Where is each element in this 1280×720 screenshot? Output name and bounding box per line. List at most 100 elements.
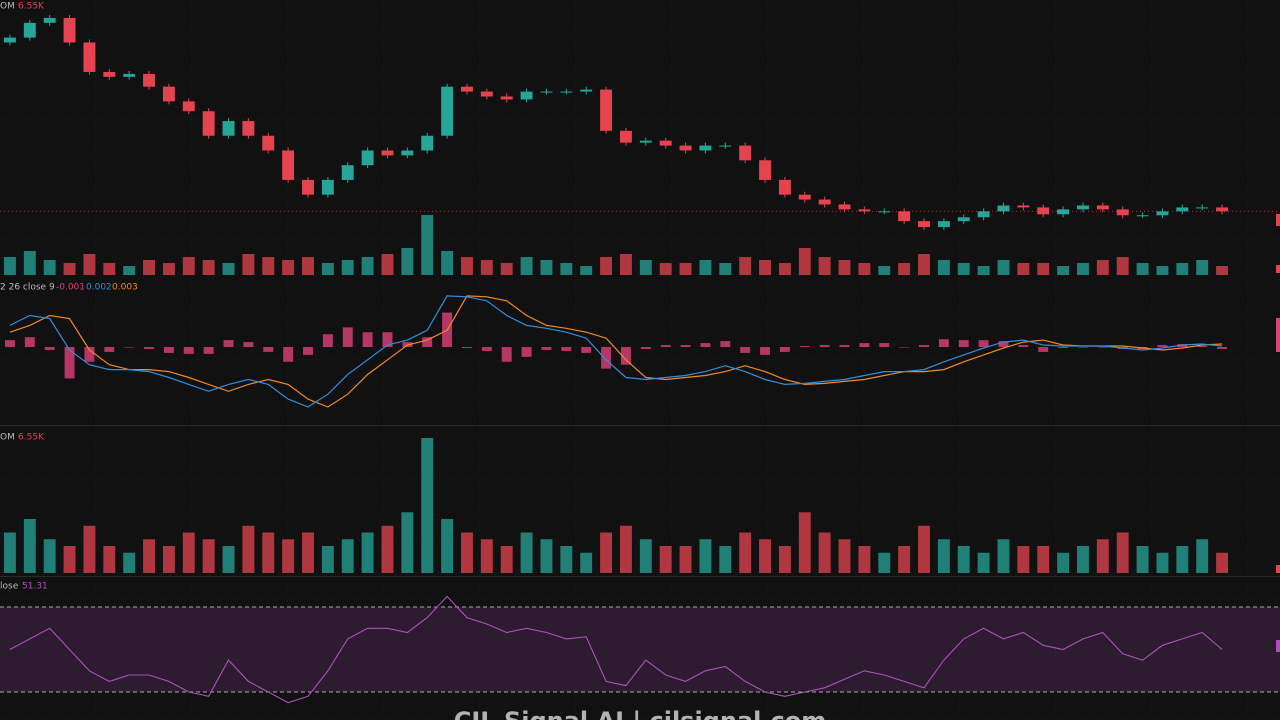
macd-line bbox=[9, 295, 1223, 408]
volume-bar bbox=[341, 539, 354, 573]
histogram-bar bbox=[899, 347, 910, 348]
volume-bar bbox=[619, 254, 632, 275]
histogram-bar bbox=[203, 347, 214, 354]
candle-body bbox=[302, 179, 314, 195]
histogram-bar bbox=[958, 340, 969, 347]
histogram-bar bbox=[1038, 347, 1049, 352]
candle-body bbox=[838, 204, 851, 210]
volume-bar bbox=[937, 260, 950, 275]
histogram-bar bbox=[978, 340, 989, 347]
candle-body bbox=[878, 211, 891, 213]
candle-body bbox=[699, 145, 712, 151]
candle-body bbox=[1156, 211, 1169, 216]
volume-label: OM bbox=[0, 433, 15, 443]
volume-bar bbox=[1017, 263, 1030, 275]
histogram-bar bbox=[660, 345, 671, 347]
volume-bar bbox=[1156, 552, 1169, 573]
volume-bar bbox=[719, 263, 732, 275]
volume-bar bbox=[480, 260, 493, 275]
candle-body bbox=[3, 37, 16, 43]
volume-bar bbox=[43, 260, 56, 275]
volume-bar bbox=[778, 546, 791, 573]
volume-bar bbox=[540, 539, 553, 573]
volume-bar bbox=[242, 254, 255, 275]
volume-bar bbox=[63, 546, 76, 573]
volume-bar bbox=[957, 263, 970, 275]
histogram-bar bbox=[1078, 347, 1088, 348]
volume-marker bbox=[1276, 265, 1280, 273]
volume-bar bbox=[321, 546, 334, 573]
candle-body bbox=[23, 22, 36, 38]
candle-body bbox=[103, 71, 116, 77]
histogram-bar bbox=[680, 345, 691, 347]
volume-bar bbox=[421, 215, 434, 275]
candle-body bbox=[937, 221, 950, 228]
histogram-bar bbox=[243, 342, 254, 347]
macd-readout: 0.002 bbox=[86, 283, 112, 293]
candle-body bbox=[282, 150, 295, 180]
candle-body bbox=[1096, 205, 1109, 210]
candle-body bbox=[361, 150, 374, 166]
volume-bar bbox=[103, 263, 116, 275]
volume-bar bbox=[461, 257, 473, 275]
volume-bar bbox=[162, 263, 175, 275]
volume-bar bbox=[1176, 546, 1189, 573]
volume-bar bbox=[878, 552, 891, 573]
candle-body bbox=[63, 17, 76, 43]
volume-bar bbox=[898, 546, 911, 573]
rsi-line bbox=[9, 595, 1223, 704]
volume-bar bbox=[461, 532, 473, 573]
histogram-bar bbox=[819, 345, 830, 347]
volume-bar bbox=[1037, 263, 1050, 275]
volume-bar bbox=[43, 539, 56, 573]
histogram-bar bbox=[422, 337, 433, 347]
candle-body bbox=[143, 73, 155, 87]
histogram-bar bbox=[620, 347, 631, 365]
candle-body bbox=[520, 91, 533, 100]
volume-bar bbox=[957, 546, 970, 573]
candle-body bbox=[1196, 207, 1209, 209]
volume-bar bbox=[580, 552, 593, 573]
histogram-bar bbox=[4, 340, 15, 347]
volume-bar bbox=[83, 254, 96, 275]
volume-bar bbox=[838, 260, 851, 275]
histogram-bar bbox=[362, 332, 373, 347]
volume-bar bbox=[858, 263, 871, 275]
volume-bar bbox=[3, 257, 16, 275]
volume-bar bbox=[937, 539, 950, 573]
rsi-label: lose bbox=[0, 582, 19, 592]
volume-bar bbox=[23, 519, 36, 573]
candle-body bbox=[182, 101, 195, 112]
volume-bar bbox=[580, 266, 593, 275]
candle-body bbox=[898, 211, 911, 222]
volume-bar bbox=[858, 546, 871, 573]
histogram-bar bbox=[760, 347, 770, 355]
histogram-bar bbox=[521, 347, 532, 357]
volume-bar bbox=[162, 546, 175, 573]
histogram-bar bbox=[938, 339, 949, 347]
candle-body bbox=[162, 86, 175, 102]
volume-bar bbox=[878, 266, 891, 275]
candle-body bbox=[560, 91, 573, 93]
histogram-bar bbox=[541, 347, 552, 350]
volume-bar bbox=[500, 546, 513, 573]
volume-readout: 6.55K bbox=[18, 433, 45, 443]
volume-bar bbox=[441, 251, 454, 275]
candle-body bbox=[818, 199, 831, 205]
volume-bar bbox=[123, 552, 136, 573]
histogram-bar bbox=[481, 347, 492, 351]
histogram-bar bbox=[342, 327, 353, 347]
histogram-bar bbox=[998, 341, 1009, 347]
volume-bar bbox=[540, 260, 553, 275]
histogram-bar bbox=[700, 343, 711, 347]
volume-bar bbox=[282, 260, 295, 275]
candle-body bbox=[461, 86, 473, 92]
volume-bar bbox=[520, 532, 533, 573]
volume-bar bbox=[918, 254, 930, 275]
volume-bar bbox=[739, 532, 752, 573]
volume-bar bbox=[1077, 546, 1089, 573]
candle-body bbox=[679, 145, 692, 151]
signal-line bbox=[9, 295, 1223, 408]
histogram-bar bbox=[163, 347, 174, 353]
